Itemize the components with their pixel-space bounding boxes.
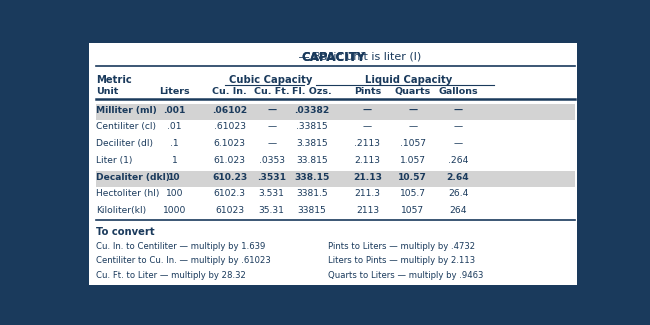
FancyBboxPatch shape <box>89 43 577 285</box>
Text: 1: 1 <box>172 156 177 165</box>
Text: Liter (1): Liter (1) <box>96 156 133 165</box>
Text: Gallons: Gallons <box>438 87 478 96</box>
Text: 1000: 1000 <box>162 206 186 215</box>
Text: 2.113: 2.113 <box>354 156 380 165</box>
Text: —: — <box>363 122 372 131</box>
Text: —: — <box>454 106 463 115</box>
Text: To convert: To convert <box>96 227 155 237</box>
Text: Cubic Capacity: Cubic Capacity <box>229 74 313 84</box>
Text: Deciliter (dl): Deciliter (dl) <box>96 139 153 148</box>
Text: 3.531: 3.531 <box>259 189 285 198</box>
Text: Milliter (ml): Milliter (ml) <box>96 106 157 115</box>
Text: CAPACITY: CAPACITY <box>261 51 326 64</box>
Text: Gallons to Liters — multiply by 3.785: Gallons to Liters — multiply by 3.785 <box>328 299 486 308</box>
Text: Quarts: Quarts <box>395 87 431 96</box>
FancyBboxPatch shape <box>96 104 575 120</box>
Text: 10.57: 10.57 <box>398 173 427 182</box>
Text: Cu. In.: Cu. In. <box>213 87 247 96</box>
Text: Fl. Ozs.: Fl. Ozs. <box>292 87 332 96</box>
Text: 35.31: 35.31 <box>259 206 285 215</box>
Text: 338.15: 338.15 <box>294 173 330 182</box>
Text: —: — <box>408 106 417 115</box>
Text: —: — <box>267 139 276 148</box>
Text: —: — <box>267 106 276 115</box>
Text: .0353: .0353 <box>259 156 285 165</box>
Text: CAPACITY: CAPACITY <box>301 51 365 64</box>
Text: 3.3815: 3.3815 <box>296 139 328 148</box>
Text: 1057: 1057 <box>401 206 424 215</box>
Text: 61023: 61023 <box>215 206 244 215</box>
Text: —: — <box>267 122 276 131</box>
Text: Quarts to Liters — multiply by .9463: Quarts to Liters — multiply by .9463 <box>328 271 484 280</box>
Text: 610.23: 610.23 <box>213 173 248 182</box>
Text: Unit: Unit <box>96 87 119 96</box>
Text: 100: 100 <box>166 189 183 198</box>
Text: 264: 264 <box>449 206 467 215</box>
Text: Decaliter (dkl): Decaliter (dkl) <box>96 173 170 182</box>
Text: 6102.3: 6102.3 <box>214 189 246 198</box>
Text: 33.815: 33.815 <box>296 156 328 165</box>
Text: Centiliter to Fl. Oz. — multiply by .33815: Centiliter to Fl. Oz. — multiply by .338… <box>96 314 270 322</box>
Text: Centiliter to Cu. In. — multiply by .61023: Centiliter to Cu. In. — multiply by .610… <box>96 256 271 266</box>
Text: 6.1023: 6.1023 <box>214 139 246 148</box>
Text: — Basic unit is liter (l): — Basic unit is liter (l) <box>246 51 421 61</box>
Text: 61.023: 61.023 <box>214 156 246 165</box>
Text: Pints: Pints <box>354 87 381 96</box>
Text: Kiloliter(kl): Kiloliter(kl) <box>96 206 146 215</box>
Text: 2113: 2113 <box>356 206 379 215</box>
Text: 26.4: 26.4 <box>448 189 468 198</box>
Text: .001: .001 <box>163 106 186 115</box>
Text: .01: .01 <box>167 122 182 131</box>
Text: .264: .264 <box>448 156 468 165</box>
Text: —: — <box>454 122 463 131</box>
Text: Liter to Cu. Ft. — multiply by .0353: Liter to Cu. Ft. — multiply by .0353 <box>96 285 246 294</box>
Text: Liters to Gallons — multiply by .2642: Liters to Gallons — multiply by .2642 <box>328 314 486 322</box>
Text: Liquid Capacity: Liquid Capacity <box>365 74 452 84</box>
Text: —: — <box>408 122 417 131</box>
Text: Cu. Ft. to Liter — multiply by 28.32: Cu. Ft. to Liter — multiply by 28.32 <box>96 271 246 280</box>
Text: .3531: .3531 <box>257 173 286 182</box>
Text: Liters to Pints — multiply by 2.113: Liters to Pints — multiply by 2.113 <box>328 256 475 266</box>
Text: .61023: .61023 <box>214 122 246 131</box>
Text: .33815: .33815 <box>296 122 328 131</box>
Text: 10: 10 <box>168 173 181 182</box>
Text: .06102: .06102 <box>213 106 248 115</box>
Text: 3381.5: 3381.5 <box>296 189 328 198</box>
Text: Metric: Metric <box>96 74 132 84</box>
Text: Cu. Ft.: Cu. Ft. <box>254 87 289 96</box>
Text: 2.64: 2.64 <box>447 173 469 182</box>
Text: Cu. In. to Centiliter — multiply by 1.639: Cu. In. to Centiliter — multiply by 1.63… <box>96 242 266 251</box>
Text: .1: .1 <box>170 139 179 148</box>
Text: Fl. Oz to Centiliter — multiply by 2.957: Fl. Oz to Centiliter — multiply by 2.957 <box>96 299 262 308</box>
Text: CAPACITY: CAPACITY <box>301 51 365 64</box>
Text: —: — <box>454 139 463 148</box>
Text: 211.3: 211.3 <box>354 189 380 198</box>
Text: 105.7: 105.7 <box>400 189 426 198</box>
Text: Liters: Liters <box>159 87 190 96</box>
Text: .2113: .2113 <box>354 139 380 148</box>
Text: .1057: .1057 <box>400 139 426 148</box>
Text: —: — <box>363 106 372 115</box>
FancyBboxPatch shape <box>96 171 575 187</box>
Text: 21.13: 21.13 <box>353 173 382 182</box>
Text: Centiliter (cl): Centiliter (cl) <box>96 122 157 131</box>
Text: Liters to Quarts — multiply by 1.057: Liters to Quarts — multiply by 1.057 <box>328 285 484 294</box>
Text: 33815: 33815 <box>298 206 326 215</box>
Text: Pints to Liters — multiply by .4732: Pints to Liters — multiply by .4732 <box>328 242 475 251</box>
Text: .03382: .03382 <box>294 106 330 115</box>
Text: Hectoliter (hl): Hectoliter (hl) <box>96 189 160 198</box>
Text: 1.057: 1.057 <box>400 156 426 165</box>
